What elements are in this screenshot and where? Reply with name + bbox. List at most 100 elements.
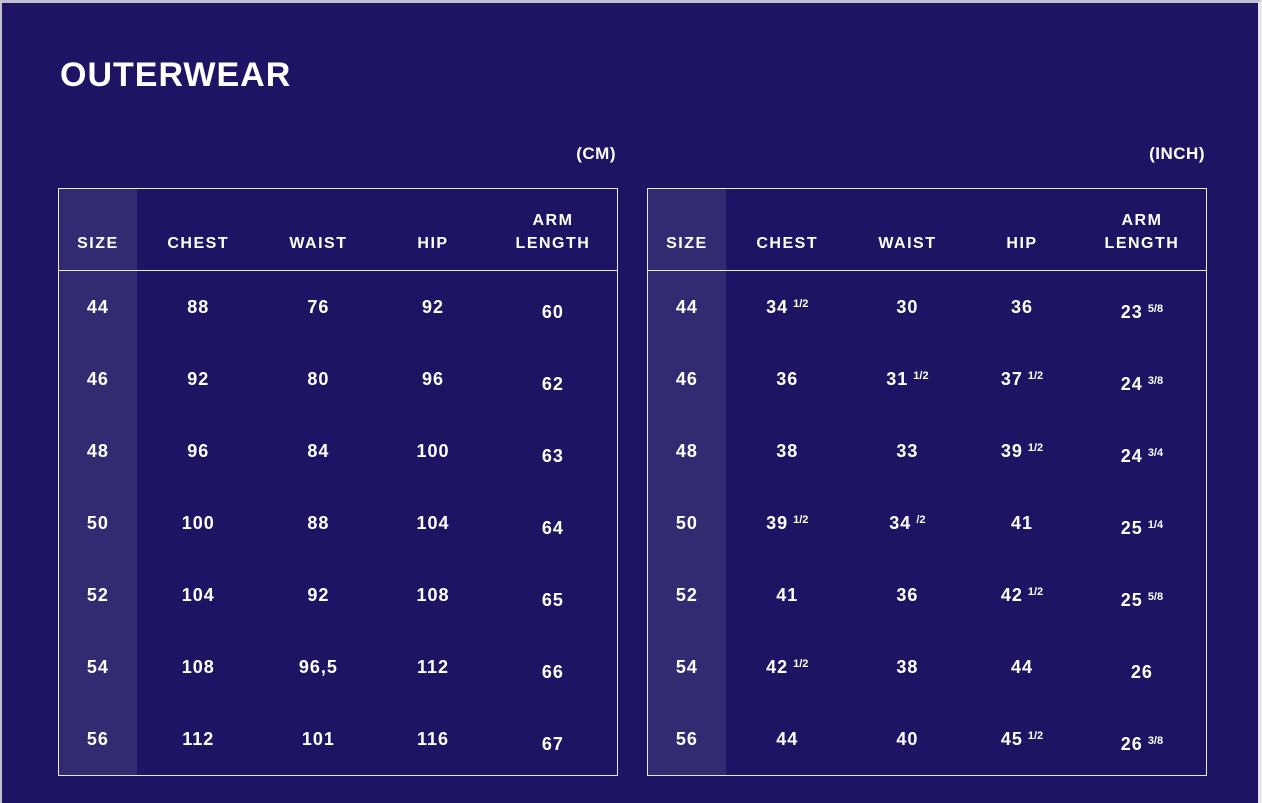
table-cell: 88 [307, 512, 330, 533]
size-cell: 50 [675, 512, 698, 533]
column-header-size: SIZE [647, 188, 726, 271]
table-row: 44 88 76 92 60 [59, 271, 618, 344]
table-cell: 92 [421, 296, 444, 317]
column-header-size: SIZE [58, 188, 137, 271]
table-cell: 65 [541, 590, 564, 610]
table-cell: 60 [541, 302, 564, 322]
page-title: OUTERWEAR [60, 55, 292, 94]
table-cell: 45 1/2 [1000, 728, 1044, 749]
table-cell: 108 [416, 584, 450, 605]
table-cell: 96 [421, 368, 444, 389]
table-cell: 38 [896, 656, 919, 677]
size-cell: 46 [675, 368, 698, 389]
table-cell: 31 1/2 [886, 368, 929, 389]
table-cell: 88 [187, 296, 210, 317]
table-cell: 26 [1130, 662, 1153, 682]
table-cell: 34/2 [889, 512, 926, 533]
table-cell: 104 [416, 512, 450, 533]
table-row: 56 44 40 45 1/2 26 3/8 [648, 703, 1207, 776]
header-row: SIZE CHEST WAIST HIP ARM LENGTH [647, 188, 1207, 271]
table-row: 52 104 92 108 65 [59, 559, 618, 631]
column-header-hip: HIP [377, 188, 489, 271]
table-cell: 80 [307, 368, 330, 389]
table-cell: 92 [187, 368, 210, 389]
table-cell: 66 [541, 662, 564, 682]
table-cell: 41 [1010, 512, 1033, 533]
table-cell: 42 1/2 [1000, 584, 1044, 605]
table-row: 50 39 1/2 34/2 41 25 1/4 [648, 487, 1207, 559]
table-row: 46 92 80 96 62 [59, 343, 618, 415]
table-cell: 100 [416, 440, 450, 461]
size-table-cm: SIZE CHEST WAIST HIP ARM LENGTH 44 88 76… [58, 188, 618, 776]
table-row: 50 100 88 104 64 [59, 487, 618, 559]
table-cell: 96,5 [298, 656, 338, 677]
table-cell: 40 [896, 728, 919, 749]
size-cell: 44 [675, 296, 698, 317]
table-cell: 26 3/8 [1120, 734, 1164, 754]
table-row: 54 42 1/2 38 44 26 [648, 631, 1207, 703]
table-cell: 63 [541, 446, 564, 466]
table-cell: 112 [416, 656, 450, 677]
column-header-chest: CHEST [136, 188, 260, 271]
table-cell: 25 5/8 [1120, 590, 1164, 610]
table-cell: 108 [181, 656, 215, 677]
table-cell: 42 1/2 [766, 656, 809, 677]
table-row: 52 41 36 42 1/2 25 5/8 [648, 559, 1207, 631]
size-cell: 52 [675, 584, 698, 605]
table-row: 48 96 84 100 63 [59, 415, 618, 487]
column-header-arm-length: ARM LENGTH [1077, 188, 1207, 271]
table-cell: 30 [896, 296, 919, 317]
table-row: 56 112 101 116 67 [59, 703, 618, 776]
column-header-waist: WAIST [259, 188, 378, 271]
size-table-section-inch: (INCH) SIZE CHEST WAIST HIP ARM LENGTH 4… [647, 144, 1207, 776]
table-row: 54 108 96,5 112 66 [59, 631, 618, 703]
table-cell: 44 [1010, 656, 1033, 677]
column-header-waist: WAIST [848, 188, 967, 271]
size-cell: 48 [86, 440, 109, 461]
unit-label-inch: (INCH) [1149, 144, 1205, 163]
table-cell: 76 [307, 296, 330, 317]
table-cell: 96 [187, 440, 210, 461]
table-cell: 101 [301, 728, 335, 749]
table-cell: 84 [307, 440, 330, 461]
size-cell: 54 [86, 656, 109, 677]
table-cell: 38 [776, 440, 799, 461]
table-cell: 24 3/8 [1120, 374, 1164, 394]
table-cell: 116 [416, 728, 450, 749]
column-header-hip: HIP [966, 188, 1078, 271]
table-cell: 23 5/8 [1120, 302, 1164, 322]
table-cell: 112 [182, 728, 215, 749]
unit-label-cm: (CM) [576, 144, 616, 163]
size-table-section-cm: (CM) SIZE CHEST WAIST HIP ARM LENGTH 44 … [58, 144, 618, 776]
table-row: 48 38 33 39 1/2 24 3/4 [648, 415, 1207, 487]
column-header-arm-length: ARM LENGTH [488, 188, 618, 271]
size-cell: 52 [86, 584, 109, 605]
table-cell: 33 [896, 440, 919, 461]
table-cell: 67 [541, 734, 564, 754]
table-cell: 34 1/2 [766, 296, 809, 317]
table-cell: 64 [541, 518, 564, 538]
size-cell: 46 [86, 368, 109, 389]
size-cell: 44 [86, 296, 109, 317]
size-cell: 54 [675, 656, 698, 677]
table-cell: 37 1/2 [1000, 368, 1044, 389]
table-cell: 104 [181, 584, 215, 605]
table-cell: 92 [307, 584, 330, 605]
table-row: 44 34 1/2 30 36 23 5/8 [648, 271, 1207, 344]
table-cell: 62 [541, 374, 564, 394]
size-cell: 48 [675, 440, 698, 461]
table-cell: 39 1/2 [766, 512, 809, 533]
table-cell: 36 [1010, 296, 1033, 317]
size-cell: 56 [675, 728, 698, 749]
size-table-inch: SIZE CHEST WAIST HIP ARM LENGTH 44 34 1/2… [647, 188, 1207, 776]
size-cell: 50 [86, 512, 109, 533]
table-cell: 44 [776, 728, 799, 749]
table-cell: 36 [776, 368, 799, 389]
header-row: SIZE CHEST WAIST HIP ARM LENGTH [58, 188, 618, 271]
column-header-chest: CHEST [725, 188, 849, 271]
table-cell: 36 [896, 584, 919, 605]
size-cell: 56 [86, 728, 109, 749]
table-cell: 41 [776, 584, 799, 605]
table-row: 46 36 31 1/2 37 1/2 24 3/8 [648, 343, 1207, 415]
